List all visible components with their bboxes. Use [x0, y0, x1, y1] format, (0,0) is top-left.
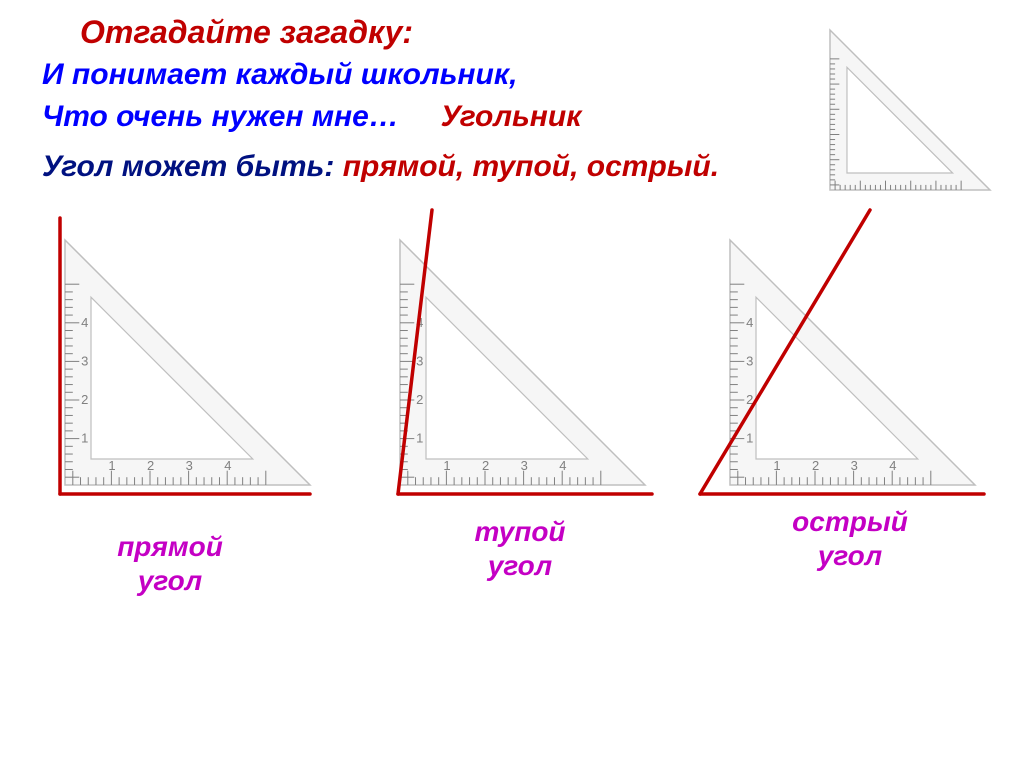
- svg-text:3: 3: [81, 353, 88, 368]
- svg-text:3: 3: [416, 353, 423, 368]
- svg-text:3: 3: [851, 458, 858, 473]
- svg-text:1: 1: [443, 458, 450, 473]
- svg-text:1: 1: [773, 458, 780, 473]
- svg-text:4: 4: [224, 458, 231, 473]
- caption-acute-angle: острый угол: [740, 505, 960, 572]
- caption-3b: угол: [818, 540, 882, 571]
- svg-text:3: 3: [746, 353, 753, 368]
- slide: Отгадайте загадку: И понимает каждый шко…: [0, 0, 1024, 768]
- caption-2a: тупой: [474, 516, 565, 547]
- svg-text:1: 1: [416, 431, 423, 446]
- set-square-small: [830, 30, 990, 190]
- svg-text:2: 2: [482, 458, 489, 473]
- svg-text:4: 4: [889, 458, 896, 473]
- svg-text:4: 4: [746, 315, 753, 330]
- caption-right-angle: прямой угол: [60, 530, 280, 597]
- svg-text:2: 2: [812, 458, 819, 473]
- svg-text:2: 2: [416, 392, 423, 407]
- set-square-2: 12341234: [400, 240, 645, 485]
- svg-text:2: 2: [147, 458, 154, 473]
- caption-3a: острый: [792, 506, 908, 537]
- svg-text:1: 1: [81, 431, 88, 446]
- svg-text:3: 3: [186, 458, 193, 473]
- svg-text:4: 4: [559, 458, 566, 473]
- diagram-canvas: 1 2 3 4 1 2 3 4 1 2 3 4 1 2 3 4 1 2 3 4 1 2 3 4: [0, 0, 1024, 768]
- set-square-3: 12341234: [730, 240, 975, 485]
- set-square-1: 1 2 3 4 1 2 3 4: [65, 240, 310, 485]
- caption-1a: прямой: [117, 531, 223, 562]
- svg-text:1: 1: [108, 458, 115, 473]
- caption-2b: угол: [488, 550, 552, 581]
- caption-obtuse-angle: тупой угол: [410, 515, 630, 582]
- svg-text:1: 1: [746, 431, 753, 446]
- svg-text:4: 4: [81, 315, 88, 330]
- caption-1b: угол: [138, 565, 202, 596]
- svg-text:3: 3: [521, 458, 528, 473]
- svg-text:2: 2: [81, 392, 88, 407]
